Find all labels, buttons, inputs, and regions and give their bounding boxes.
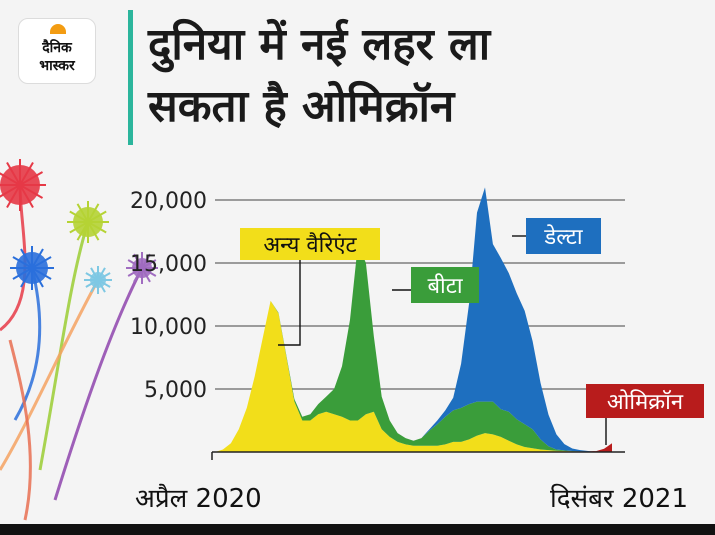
headline-line-2: सकता है ओमिक्रॉन xyxy=(148,81,455,132)
virus-icon xyxy=(126,252,158,284)
virus-icon xyxy=(10,246,54,290)
x-label-end: दिसंबर 2021 xyxy=(550,483,688,514)
virus-body xyxy=(16,252,48,284)
virus-body xyxy=(73,207,103,237)
series-label: बीटा xyxy=(427,273,462,299)
tendril-3 xyxy=(0,279,100,471)
y-tick-label: 15,000 xyxy=(130,252,207,277)
virus-icon xyxy=(84,266,112,294)
y-tick-label: 20,000 xyxy=(130,189,207,214)
virus-icon xyxy=(0,159,46,211)
series-label: ओमिक्रॉन xyxy=(607,389,684,415)
logo-line-1: दैनिक xyxy=(42,40,72,56)
virus-decoration xyxy=(0,159,158,521)
logo-line-2: भास्कर xyxy=(39,58,75,74)
y-tick-label: 10,000 xyxy=(130,315,207,340)
dainik-bhaskar-logo: दैनिक भास्कर xyxy=(18,18,96,84)
label-box xyxy=(586,384,704,418)
tendril-5 xyxy=(8,339,32,521)
area-other xyxy=(215,300,612,452)
series-label: डेल्टा xyxy=(543,224,582,250)
tendril-2 xyxy=(38,221,90,471)
x-axis: अप्रैल 2020 दिसंबर 2021 xyxy=(135,451,688,514)
label-leader-line xyxy=(278,260,301,346)
virus-body xyxy=(0,165,40,205)
label-box xyxy=(240,228,380,260)
series-labels: अन्य वैरिएंट बीटा डेल्टा ओमिक्रॉन xyxy=(240,218,704,445)
y-axis-ticks: 20,000 15,000 10,000 5,000 xyxy=(130,189,207,403)
virus-icon xyxy=(67,201,109,243)
label-box xyxy=(526,218,601,254)
title-accent-bar xyxy=(128,10,133,145)
label-box xyxy=(411,267,479,303)
headline: दुनिया में नई लहर ला सकता है ओमिक्रॉन xyxy=(148,14,688,138)
tendril-4 xyxy=(53,267,144,501)
bottom-band xyxy=(0,524,715,535)
tendril-1 xyxy=(13,267,42,421)
virus-body xyxy=(90,272,106,288)
sun-icon xyxy=(50,24,66,34)
chart-areas xyxy=(215,187,612,452)
y-tick-label: 5,000 xyxy=(144,378,207,403)
area-delta xyxy=(215,187,612,452)
headline-line-1: दुनिया में नई लहर ला xyxy=(148,19,491,70)
x-label-start: अप्रैल 2020 xyxy=(135,483,262,514)
series-label: अन्य वैरिएंट xyxy=(263,232,357,258)
virus-body xyxy=(132,258,152,278)
